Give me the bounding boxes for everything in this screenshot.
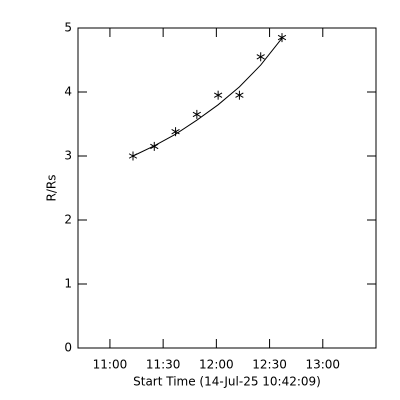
asterisk-point <box>277 33 287 43</box>
y-tick-label: 4 <box>64 85 72 99</box>
asterisk-point <box>213 90 223 100</box>
asterisk-point <box>128 151 138 161</box>
asterisk-stroke <box>171 128 180 135</box>
x-tick-label: 12:30 <box>252 358 287 372</box>
x-tick-label: 11:30 <box>146 358 181 372</box>
asterisk-stroke <box>235 92 244 98</box>
asterisk-point <box>256 52 265 62</box>
y-tick-label: 2 <box>64 213 72 227</box>
plot-frame <box>77 27 377 349</box>
asterisk-stroke <box>256 54 265 60</box>
asterisk-stroke <box>213 92 223 98</box>
asterisk-stroke <box>150 143 159 150</box>
asterisk-stroke <box>128 153 138 159</box>
asterisk-point <box>171 127 180 137</box>
x-tick-label: 11:00 <box>93 358 128 372</box>
fit-line <box>132 37 283 157</box>
asterisk-point <box>235 90 244 100</box>
y-axis-label: R/Rs <box>45 175 59 202</box>
y-tick-label: 3 <box>64 149 72 163</box>
x-tick-label: 12:00 <box>199 358 234 372</box>
y-tick-label: 0 <box>64 341 72 355</box>
asterisk-point <box>150 141 159 151</box>
x-tick-label: 13:00 <box>305 358 340 372</box>
asterisk-stroke <box>192 111 201 118</box>
y-tick-label: 5 <box>64 21 72 35</box>
x-axis-label: Start Time (14-Jul-25 10:42:09) <box>133 375 321 389</box>
y-tick-label: 1 <box>64 277 72 291</box>
asterisk-point <box>192 109 201 119</box>
asterisk-stroke <box>277 34 287 41</box>
